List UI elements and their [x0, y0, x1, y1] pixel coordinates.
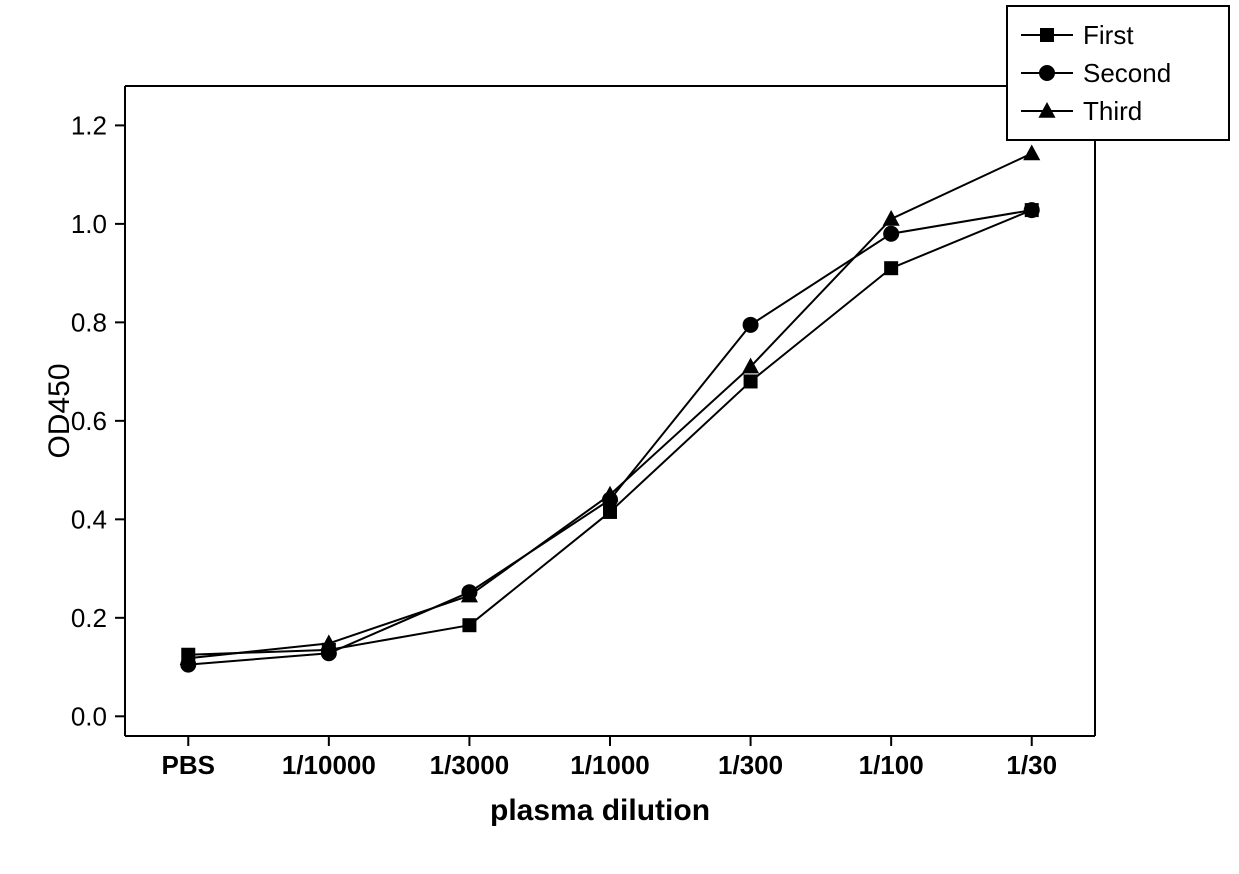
y-axis-label: OD450 — [43, 361, 77, 461]
series-line — [188, 153, 1031, 658]
legend-label: Second — [1083, 58, 1171, 88]
triangle-marker — [883, 210, 900, 226]
legend-label: Third — [1083, 96, 1142, 126]
square-marker — [1040, 28, 1054, 42]
y-tick-label: 1.0 — [71, 209, 107, 239]
x-tick-label: PBS — [162, 750, 215, 780]
y-tick-label: 0.0 — [71, 701, 107, 731]
legend: First Second Third — [1007, 6, 1229, 140]
x-tick-label: 1/10000 — [282, 750, 376, 780]
x-tick-label: 1/3000 — [430, 750, 510, 780]
circle-marker — [1039, 65, 1055, 81]
square-marker — [744, 374, 758, 388]
x-tick-label: 1/30 — [1006, 750, 1057, 780]
series-first — [181, 203, 1038, 662]
x-tick-label: 1/1000 — [570, 750, 650, 780]
square-marker — [462, 618, 476, 632]
series-line — [188, 210, 1031, 655]
triangle-marker — [1023, 144, 1040, 160]
x-tick-label: 1/100 — [859, 750, 924, 780]
circle-marker — [1024, 202, 1040, 218]
series-third — [180, 144, 1041, 664]
y-tick-label: 0.4 — [71, 504, 107, 534]
chart-container: 0.00.20.40.60.81.01.2PBS1/100001/30001/1… — [0, 0, 1239, 874]
series-second — [180, 202, 1039, 673]
x-axis-label: plasma dilution — [490, 794, 710, 828]
y-tick-label: 1.2 — [71, 110, 107, 140]
series-line — [188, 210, 1031, 665]
y-tick-label: 0.8 — [71, 307, 107, 337]
circle-marker — [883, 226, 899, 242]
line-chart: 0.00.20.40.60.81.01.2PBS1/100001/30001/1… — [0, 0, 1239, 874]
x-tick-label: 1/300 — [718, 750, 783, 780]
square-marker — [884, 261, 898, 275]
y-tick-label: 0.2 — [71, 603, 107, 633]
circle-marker — [743, 317, 759, 333]
legend-label: First — [1083, 20, 1134, 50]
